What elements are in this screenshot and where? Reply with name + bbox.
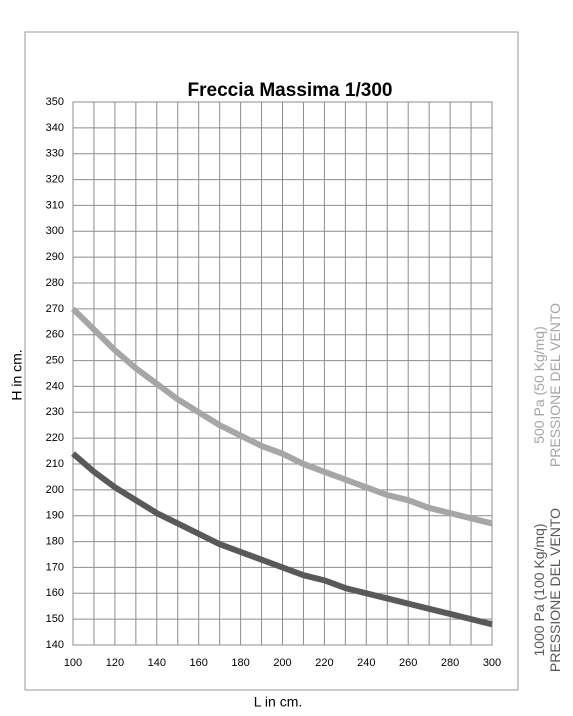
legend-entry: 500 Pa (50 Kg/mq)PRESSIONE DEL VENTO (531, 303, 563, 467)
x-tick-label: 160 (190, 657, 208, 669)
chart-title: Freccia Massima 1/300 (188, 80, 393, 101)
x-tick-label: 280 (441, 657, 459, 669)
y-tick-label: 350 (46, 96, 64, 108)
y-tick-label: 150 (46, 613, 64, 625)
y-tick-label: 250 (46, 354, 64, 366)
y-tick-label: 190 (46, 510, 64, 522)
series-line (70, 306, 493, 527)
y-axis-label: H in cm. (9, 349, 25, 400)
y-tick-label: 140 (46, 639, 64, 651)
y-tick-label: 230 (46, 406, 64, 418)
x-tick-label: 140 (148, 657, 166, 669)
y-tick-label: 320 (46, 173, 64, 185)
y-tick-label: 310 (46, 199, 64, 211)
y-tick-label: 220 (46, 432, 64, 444)
x-tick-label: 180 (231, 657, 249, 669)
y-tick-label: 260 (46, 329, 64, 341)
x-tick-label: 120 (106, 657, 124, 669)
x-tick-label: 100 (64, 657, 82, 669)
x-tick-label: 260 (399, 657, 417, 669)
y-tick-label: 180 (46, 535, 64, 547)
series-line (71, 451, 493, 628)
y-tick-label: 170 (46, 561, 64, 573)
x-tick-label: 240 (357, 657, 375, 669)
y-tick-label: 290 (46, 251, 64, 263)
x-tick-label: 200 (273, 657, 291, 669)
y-tick-label: 210 (46, 458, 64, 470)
y-tick-label: 300 (46, 225, 64, 237)
y-tick-label: 240 (46, 380, 64, 392)
legend-entry: 1000 Pa (100 Kg/mq)PRESSIONE DEL VENTO (531, 508, 563, 672)
y-tick-label: 330 (46, 148, 64, 160)
y-tick-label: 340 (46, 122, 64, 134)
x-tick-label: 220 (315, 657, 333, 669)
y-tick-label: 200 (46, 484, 64, 496)
x-axis-label: L in cm. (254, 694, 303, 710)
x-tick-label: 300 (483, 657, 501, 669)
y-tick-label: 270 (46, 303, 64, 315)
y-tick-label: 280 (46, 277, 64, 289)
y-tick-label: 160 (46, 587, 64, 599)
